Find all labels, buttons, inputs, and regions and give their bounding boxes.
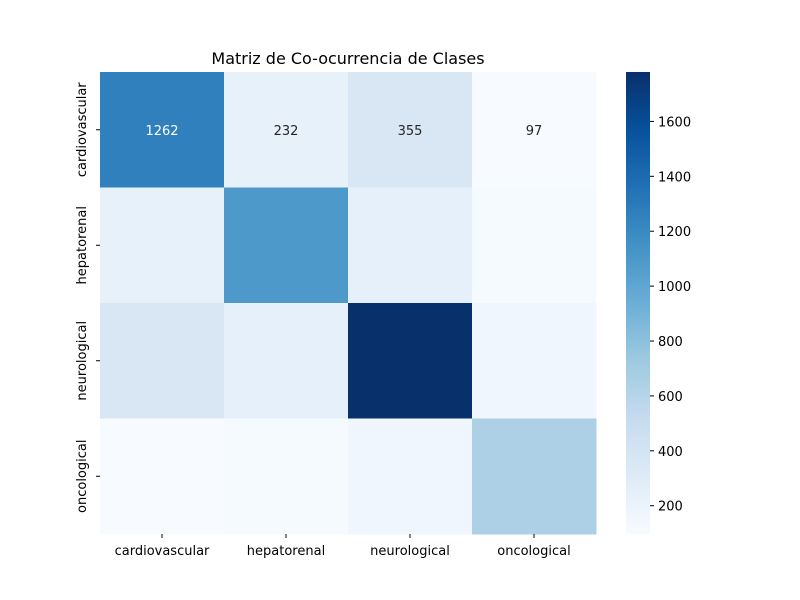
y-tick-label: hepatorenal [75, 206, 90, 284]
heatmap-cells [100, 72, 597, 535]
colorbar-tick-label: 1400 [658, 170, 691, 185]
cell-value-label: 97 [526, 124, 543, 139]
heatmap-cell-cardiovascular-hepatorenal [224, 72, 349, 188]
heatmap-cell-cardiovascular-cardiovascular [100, 72, 225, 188]
colorbar-gradient [626, 72, 650, 534]
y-tick-label: neurological [75, 321, 90, 401]
heatmap-cell-hepatorenal-neurological [348, 187, 473, 304]
y-axis: cardiovascular hepatorenal neurological onc… [75, 82, 100, 513]
chart-title: Matriz de Co-ocurrencia de Clases [211, 49, 484, 68]
x-tick-label: neurological [370, 544, 450, 559]
heatmap-cell-oncological-cardiovascular [100, 418, 225, 535]
cell-value-label: 355 [398, 124, 423, 139]
heatmap-cell-labels: 1262 232 355 97 [145, 124, 542, 139]
colorbar-tick-label: 1600 [658, 115, 691, 130]
cell-value-label: 1262 [145, 124, 178, 139]
x-tick-label: oncological [497, 544, 570, 559]
heatmap-cell-oncological-hepatorenal [224, 418, 349, 535]
x-tick-label: cardiovascular [115, 544, 210, 559]
colorbar-tick-label: 800 [658, 335, 683, 350]
heatmap-cell-hepatorenal-oncological [472, 187, 597, 304]
colorbar-tick-label: 1000 [658, 280, 691, 295]
cell-value-label: 232 [274, 124, 299, 139]
heatmap-cell-neurological-neurological [348, 303, 473, 419]
heatmap-cell-cardiovascular-oncological [472, 72, 597, 188]
heatmap-cell-hepatorenal-cardiovascular [100, 187, 225, 304]
heatmap-cell-cardiovascular-neurological [348, 72, 473, 188]
heatmap-cell-neurological-cardiovascular [100, 303, 225, 419]
y-tick-label: cardiovascular [75, 82, 90, 177]
heatmap-cell-oncological-neurological [348, 418, 473, 535]
x-tick-label: hepatorenal [247, 544, 325, 559]
colorbar: 200 400 600 800 1000 1200 1400 1600 [626, 72, 691, 534]
colorbar-tick-label: 600 [658, 390, 683, 405]
colorbar-tick-label: 1200 [658, 225, 691, 240]
colorbar-tick-label: 200 [658, 500, 683, 515]
colorbar-tick-label: 400 [658, 445, 683, 460]
heatmap-cell-neurological-hepatorenal [224, 303, 349, 419]
x-axis: cardiovascular hepatorenal neurological onc… [115, 534, 571, 559]
heatmap-cell-hepatorenal-hepatorenal [224, 187, 349, 304]
y-tick-label: oncological [75, 440, 90, 513]
heatmap-cell-neurological-oncological [472, 303, 597, 419]
heatmap-cell-oncological-oncological [472, 418, 597, 535]
